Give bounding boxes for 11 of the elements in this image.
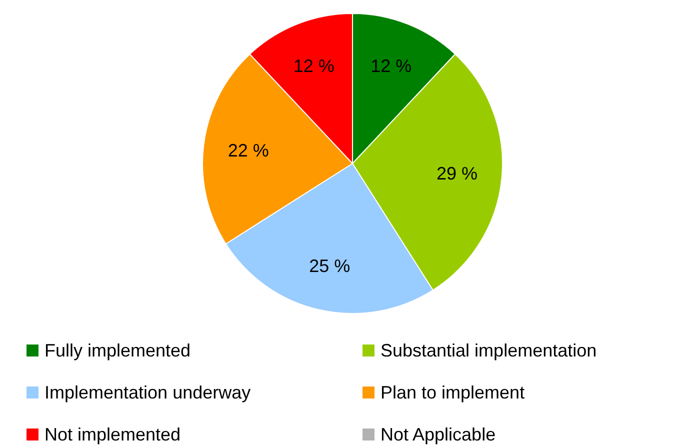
data-label: 25 % xyxy=(309,256,350,276)
legend-label: Not Applicable xyxy=(380,424,496,444)
data-label: 22 % xyxy=(228,140,269,160)
legend-label: Not implemented xyxy=(44,424,181,444)
data-label: 12 % xyxy=(293,56,334,76)
data-label: 29 % xyxy=(436,163,478,184)
legend-label: Fully implemented xyxy=(44,340,191,360)
legend-label: Plan to implement xyxy=(380,382,525,402)
legend-label: Substantial implementation xyxy=(380,340,597,360)
legend-label: Implementation underway xyxy=(44,382,251,402)
data-label: 12 % xyxy=(370,56,412,76)
